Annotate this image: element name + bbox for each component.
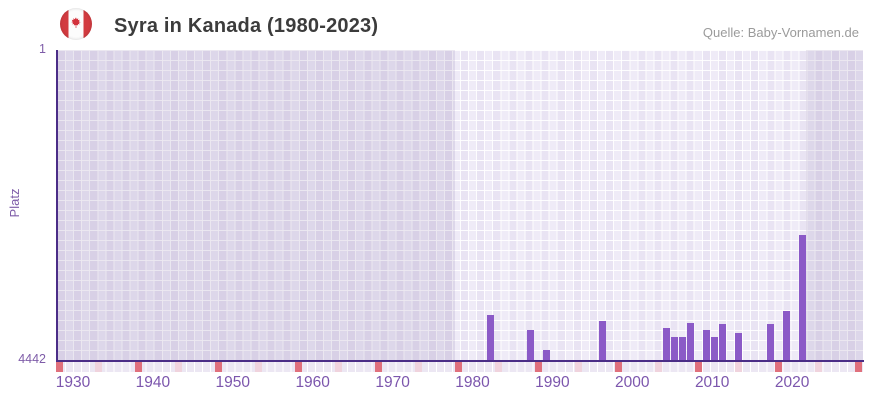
no-data-marker-1993[interactable] [574, 362, 582, 372]
no-data-marker-2008[interactable] [694, 362, 702, 372]
no-data-marker-2003[interactable] [654, 362, 662, 372]
y-axis-tick-bottom: 4442 [18, 352, 46, 366]
bar-2009[interactable] [702, 329, 710, 360]
no-data-marker-1963[interactable] [335, 362, 343, 372]
bar-1982[interactable] [486, 314, 494, 360]
bar-2010[interactable] [710, 336, 718, 360]
x-axis-tick-2010: 2010 [694, 374, 730, 391]
no-data-marker-2013[interactable] [734, 362, 742, 372]
bar-2011[interactable] [718, 323, 726, 360]
bar-2017[interactable] [766, 323, 774, 360]
no-data-marker-1958[interactable] [295, 362, 303, 372]
chart-plot-area [57, 50, 863, 360]
bar-1996[interactable] [598, 320, 606, 360]
bar-2005[interactable] [670, 336, 678, 360]
no-data-marker-2018[interactable] [774, 362, 782, 372]
no-data-marker-1928[interactable] [55, 362, 63, 372]
x-axis-tick-1990: 1990 [535, 374, 570, 391]
y-axis-line [55, 50, 58, 362]
x-axis-line [55, 360, 864, 362]
bar-2021[interactable] [798, 234, 806, 360]
no-data-marker-1988[interactable] [534, 362, 542, 372]
no-data-marker-1948[interactable] [215, 362, 223, 372]
bar-2004[interactable] [662, 327, 670, 360]
no-data-marker-1953[interactable] [255, 362, 263, 372]
no-data-marker-1933[interactable] [95, 362, 103, 372]
canada-flag-icon [60, 8, 92, 40]
bar-1989[interactable] [542, 349, 550, 360]
no-data-marker-1968[interactable] [375, 362, 383, 372]
bar-2007[interactable] [686, 323, 694, 360]
x-axis-tick-1930: 1930 [55, 374, 91, 391]
no-data-marker-1973[interactable] [415, 362, 423, 372]
source-credit: Quelle: Baby-Vornamen.de [702, 25, 859, 40]
no-data-marker-2023[interactable] [814, 362, 822, 372]
x-axis-tick-1940: 1940 [135, 374, 171, 391]
x-axis-tick-1960: 1960 [295, 374, 330, 391]
x-axis-tick-1950: 1950 [215, 374, 251, 391]
x-axis-tick-1970: 1970 [375, 374, 410, 391]
x-axis-tick-1980: 1980 [455, 374, 490, 391]
band-outside-right [806, 50, 863, 360]
no-data-marker-2028[interactable] [854, 362, 862, 372]
no-data-marker-row [55, 362, 863, 372]
no-data-marker-1998[interactable] [614, 362, 622, 372]
x-axis-tick-2020: 2020 [774, 374, 810, 391]
y-axis-tick-top: 1 [39, 42, 46, 56]
bar-1987[interactable] [526, 329, 534, 360]
no-data-marker-1938[interactable] [135, 362, 143, 372]
no-data-marker-1983[interactable] [494, 362, 502, 372]
y-axis-title: Platz [7, 188, 22, 218]
x-axis-tick-2000: 2000 [615, 374, 650, 391]
band-outside-left [57, 50, 455, 360]
bar-2013[interactable] [734, 332, 742, 360]
maple-leaf-icon [71, 17, 81, 28]
chart-title: Syra in Kanada (1980-2023) [114, 15, 379, 37]
no-data-marker-1943[interactable] [175, 362, 183, 372]
bar-2006[interactable] [678, 336, 686, 360]
no-data-marker-1978[interactable] [455, 362, 463, 372]
x-axis-tick-labels: 1930 1940 1950 1960 1970 1980 1990 2000 2010 2020 [56, 374, 863, 394]
bar-2019[interactable] [782, 310, 790, 360]
